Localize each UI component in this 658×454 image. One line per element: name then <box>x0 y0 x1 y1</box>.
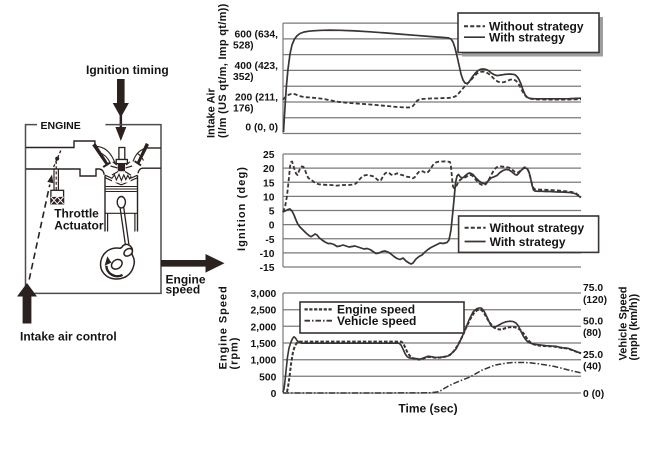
svg-text:1,000: 1,000 <box>251 356 277 367</box>
svg-text:With strategy: With strategy <box>490 235 566 249</box>
svg-text:528): 528) <box>233 40 254 51</box>
svg-text:(80): (80) <box>583 328 601 339</box>
svg-text:-10: -10 <box>260 249 275 260</box>
svg-text:Ignition (deg): Ignition (deg) <box>236 166 248 251</box>
svg-text:(l/m (US qt/m, Imp qt/m)): (l/m (US qt/m, Imp qt/m)) <box>217 3 229 138</box>
svg-text:Throttle: Throttle <box>54 207 99 221</box>
svg-text:2,500: 2,500 <box>251 306 277 317</box>
svg-text:3,000: 3,000 <box>251 289 277 300</box>
svg-text:0 (0): 0 (0) <box>583 389 604 400</box>
svg-text:Time (sec): Time (sec) <box>398 401 457 415</box>
svg-text:10: 10 <box>263 192 275 203</box>
svg-text:50.0: 50.0 <box>583 317 603 328</box>
svg-text:With strategy: With strategy <box>489 31 565 45</box>
svg-text:Engine speed: Engine speed <box>337 303 415 317</box>
svg-text:600 (634,: 600 (634, <box>234 29 278 40</box>
svg-text:400 (423,: 400 (423, <box>234 61 278 72</box>
svg-text:speed: speed <box>166 283 201 297</box>
svg-text:Actuator: Actuator <box>54 219 104 233</box>
svg-text:Vehicle speed: Vehicle speed <box>337 314 416 328</box>
svg-text:-5: -5 <box>265 235 274 246</box>
svg-text:352): 352) <box>233 72 254 83</box>
svg-text:-15: -15 <box>260 263 275 274</box>
svg-text:15: 15 <box>263 178 275 189</box>
svg-text:(rpm): (rpm) <box>229 337 241 370</box>
svg-text:176): 176) <box>233 103 254 114</box>
svg-text:0 (0, 0): 0 (0, 0) <box>245 123 278 134</box>
svg-text:Without strategy: Without strategy <box>490 221 585 235</box>
svg-text:Intake air control: Intake air control <box>20 329 117 343</box>
svg-text:(120): (120) <box>583 295 607 306</box>
svg-text:Engine Speed: Engine Speed <box>218 285 230 369</box>
svg-text:25: 25 <box>263 150 275 161</box>
svg-text:(40): (40) <box>583 362 601 373</box>
svg-text:200 (211,: 200 (211, <box>235 92 278 103</box>
svg-text:500: 500 <box>259 372 276 383</box>
svg-text:0: 0 <box>269 221 275 232</box>
svg-text:Engine: Engine <box>166 273 206 287</box>
svg-text:Without strategy: Without strategy <box>489 20 584 34</box>
svg-text:Ignition timing: Ignition timing <box>86 63 169 77</box>
svg-text:25.0: 25.0 <box>583 350 603 361</box>
svg-text:0: 0 <box>271 389 277 400</box>
svg-text:1,500: 1,500 <box>251 339 277 350</box>
svg-text:20: 20 <box>263 164 275 175</box>
svg-text:75.0: 75.0 <box>583 283 603 294</box>
svg-text:5: 5 <box>269 207 275 218</box>
svg-text:Vehicle Speed: Vehicle Speed <box>618 287 630 361</box>
svg-text:2,000: 2,000 <box>251 322 277 333</box>
svg-text:(mph (km/h)): (mph (km/h)) <box>628 294 640 361</box>
svg-text:ENGINE: ENGINE <box>41 120 81 132</box>
svg-text:Intake Air: Intake Air <box>206 88 218 138</box>
